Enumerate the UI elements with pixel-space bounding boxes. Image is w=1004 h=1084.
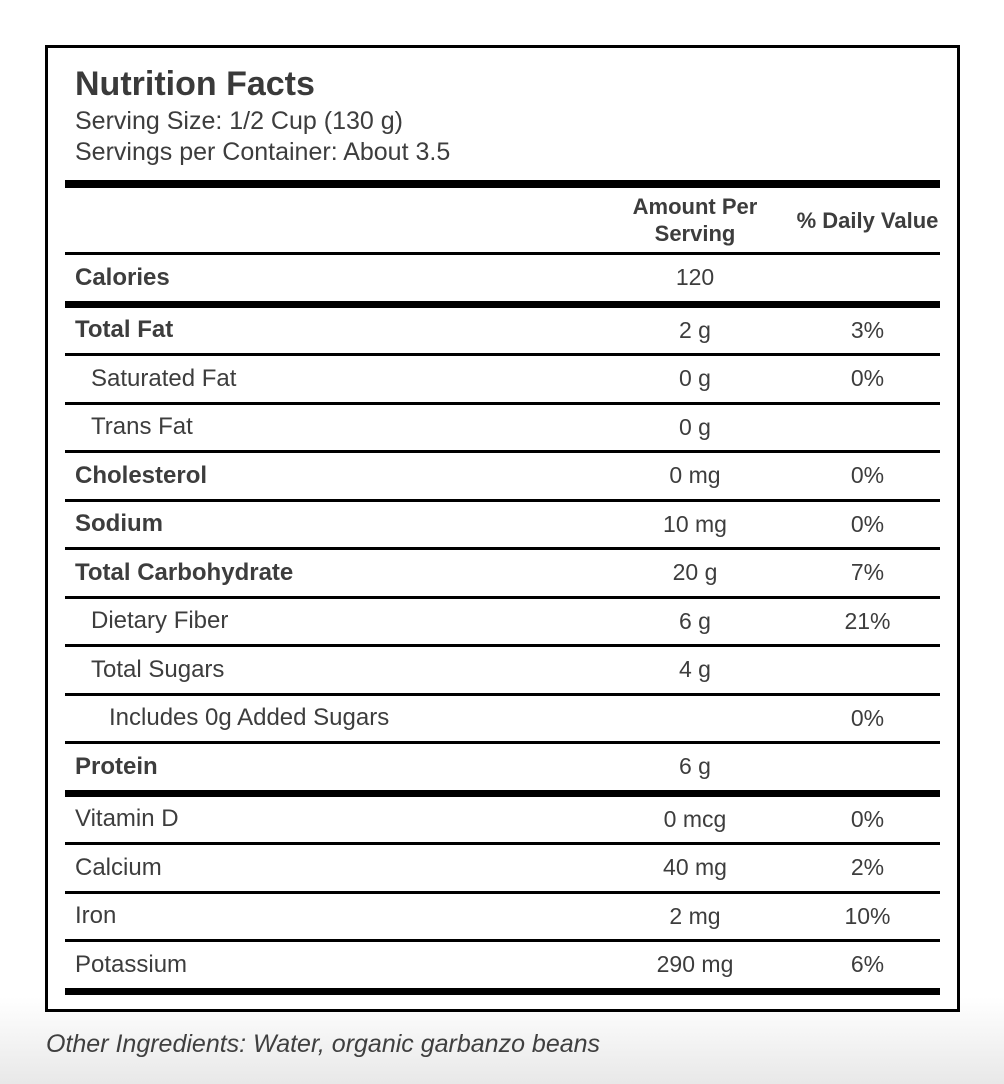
nutrient-name: Protein xyxy=(75,752,158,780)
nutrient-daily-value: 21% xyxy=(844,607,891,634)
nutrient-amount: 0 g xyxy=(679,413,711,440)
nutrient-amount: 2 g xyxy=(679,316,711,343)
nutrition-facts-label: Nutrition Facts Serving Size: 1/2 Cup (1… xyxy=(45,45,960,1012)
page-title: Nutrition Facts xyxy=(75,65,315,103)
nutrient-amount: 0 mg xyxy=(669,462,721,489)
nutrient-amount: 290 mg xyxy=(656,951,734,978)
table-row: Cholesterol 0 mg 0% xyxy=(65,453,940,502)
nutrient-name: Total Sugars xyxy=(91,655,225,683)
nutrient-name: Dietary Fiber xyxy=(91,607,229,635)
nutrient-name: Includes 0g Added Sugars xyxy=(109,704,390,732)
nutrient-amount: 0 mcg xyxy=(663,805,727,832)
nutrient-name: Saturated Fat xyxy=(91,364,237,392)
table-row: Calcium 40 mg 2% xyxy=(65,845,940,894)
table-row: Calories 120 xyxy=(65,255,940,308)
nutrient-amount: 4 g xyxy=(679,656,711,683)
nutrient-amount: 10 mg xyxy=(663,510,727,537)
table-row: Vitamin D 0 mcg 0% xyxy=(65,797,940,845)
nutrient-amount: 120 xyxy=(675,264,715,291)
nutrient-daily-value: 0% xyxy=(850,704,885,731)
table-row: Total Fat 2 g 3% xyxy=(65,308,940,356)
column-header-amount-per-serving: Amount Per Serving xyxy=(632,194,758,246)
nutrient-name: Calcium xyxy=(75,853,162,881)
nutrient-daily-value: 0% xyxy=(850,365,885,392)
nutrient-name: Calories xyxy=(75,263,170,291)
nutrient-name: Iron xyxy=(75,902,117,930)
nutrient-name: Vitamin D xyxy=(75,805,179,833)
table-row: Iron 2 mg 10% xyxy=(65,894,940,942)
nutrient-amount: 6 g xyxy=(679,753,711,780)
nutrient-daily-value: 6% xyxy=(850,951,885,978)
column-header-row: Amount Per Serving % Daily Value xyxy=(65,188,940,255)
nutrient-amount: 2 mg xyxy=(669,902,721,929)
table-row: Total Sugars 4 g xyxy=(65,647,940,696)
nutrient-daily-value: 2% xyxy=(850,854,885,881)
nutrient-daily-value: 0% xyxy=(850,462,885,489)
serving-size-text: Serving Size: 1/2 Cup (130 g) xyxy=(75,107,403,135)
table-row: Potassium 290 mg 6% xyxy=(65,942,940,995)
nutrient-amount: 6 g xyxy=(679,607,711,634)
nutrient-name: Sodium xyxy=(75,510,163,538)
nutrient-amount: 0 g xyxy=(679,365,711,392)
nutrient-amount: 20 g xyxy=(672,559,718,586)
nutrient-daily-value: 0% xyxy=(850,805,885,832)
table-row: Dietary Fiber 6 g 21% xyxy=(65,599,940,647)
nutrient-daily-value: 3% xyxy=(850,316,885,343)
table-row: Protein 6 g xyxy=(65,744,940,797)
nutrient-name: Cholesterol xyxy=(75,461,208,489)
table-row: Sodium 10 mg 0% xyxy=(65,502,940,550)
nutrient-name: Trans Fat xyxy=(91,413,193,441)
nutrient-amount: 40 mg xyxy=(663,854,727,881)
servings-per-container-text: Servings per Container: About 3.5 xyxy=(75,138,451,166)
nutrient-daily-value: 7% xyxy=(850,559,885,586)
nutrient-name: Total Fat xyxy=(75,316,174,344)
header-separator-bar xyxy=(65,180,940,188)
table-row: Includes 0g Added Sugars 0% xyxy=(65,696,940,744)
other-ingredients-text: Other Ingredients: Water, organic garban… xyxy=(46,1030,601,1058)
table-row: Total Carbohydrate 20 g 7% xyxy=(65,550,940,599)
column-header-daily-value: % Daily Value xyxy=(796,207,939,233)
table-row: Saturated Fat 0 g 0% xyxy=(65,356,940,405)
nutrient-daily-value: 10% xyxy=(844,902,891,929)
table-row: Trans Fat 0 g xyxy=(65,405,940,453)
nutrient-name: Total Carbohydrate xyxy=(75,558,294,586)
nutrient-name: Potassium xyxy=(75,950,188,978)
rows: Calories 120 Total Fat 2 g 3% Saturated … xyxy=(65,255,940,995)
nutrient-daily-value: 0% xyxy=(850,510,885,537)
